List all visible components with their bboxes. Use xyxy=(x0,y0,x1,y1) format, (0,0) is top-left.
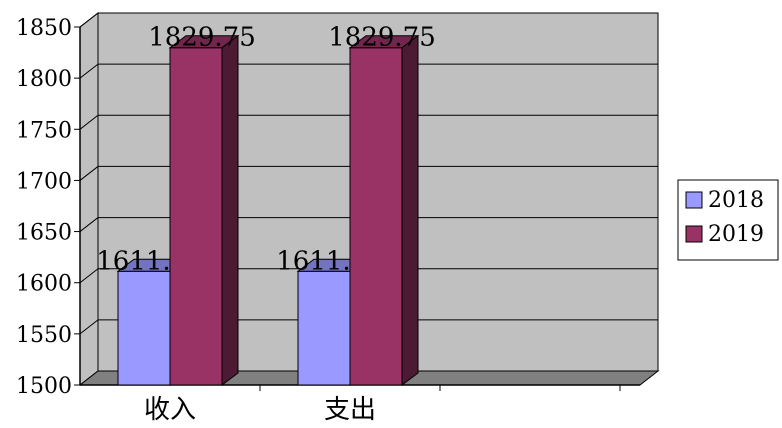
legend-label: 2018 xyxy=(708,188,764,213)
bar-side xyxy=(221,34,239,386)
gridline-side xyxy=(79,319,99,335)
legend-label: 2019 xyxy=(708,222,764,247)
y-tick-label: 1600 xyxy=(16,272,72,297)
bar-front xyxy=(349,47,403,386)
y-tick-label: 1650 xyxy=(16,221,72,246)
y-tick-label: 1700 xyxy=(16,169,72,194)
legend-swatch xyxy=(685,191,703,209)
bar-front xyxy=(169,47,223,386)
y-tick-label: 1550 xyxy=(16,323,72,348)
gridline-side xyxy=(79,63,99,79)
legend-swatch xyxy=(685,225,703,243)
gridline-side xyxy=(79,166,99,181)
gridline-side xyxy=(79,268,99,284)
data-label: 1829.75 xyxy=(148,23,256,53)
x-tick-label: 收入 xyxy=(144,395,196,423)
x-tick-label: 支出 xyxy=(324,395,376,423)
data-label: 1829.75 xyxy=(328,23,436,53)
y-tick-label: 1850 xyxy=(16,16,72,41)
y-tick-label: 1750 xyxy=(16,118,72,143)
y-tick-label: 1800 xyxy=(16,67,72,92)
gridline-side xyxy=(79,12,99,28)
gridline-side xyxy=(79,114,99,130)
gridline-side xyxy=(79,217,99,232)
y-tick-label: 1500 xyxy=(16,374,72,399)
plot-side-wall xyxy=(79,11,99,387)
bar-front xyxy=(297,270,351,386)
bar-front xyxy=(117,270,171,386)
bar-side xyxy=(401,34,419,386)
